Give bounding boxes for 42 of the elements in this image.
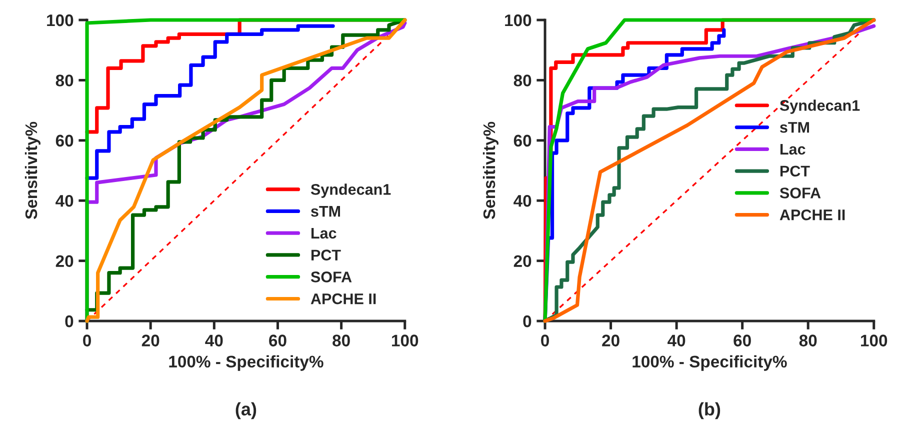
y-tick-label: 60 (514, 134, 532, 147)
x-tick-label: 80 (799, 334, 817, 346)
x-tick-label: 20 (142, 334, 160, 346)
x-tick-label: 40 (205, 334, 223, 346)
x-axis-title: 100% - Specificity% (632, 355, 787, 371)
y-tick-label: 100 (505, 14, 532, 26)
legend-label: APCHE II (310, 293, 376, 304)
y-tick-label: 60 (56, 134, 74, 147)
legend-label: APCHE II (780, 209, 845, 220)
y-axis-title: Sensitivity% (24, 122, 40, 220)
y-tick-label: 100 (47, 14, 74, 26)
legend-label: SOFA (780, 188, 821, 198)
x-tick-label: 60 (734, 334, 751, 346)
legend-label: sTM (310, 206, 340, 217)
y-axis-title: Sensitivity% (482, 122, 498, 220)
legend-label: Lac (780, 144, 806, 155)
legend-label: sTM (780, 122, 809, 133)
legend-label: Syndecan1 (780, 100, 860, 114)
x-tick-label: 100 (861, 334, 888, 346)
x-tick-label: 20 (602, 334, 620, 346)
x-tick-label: 100 (392, 334, 418, 346)
y-tick-label: 80 (514, 74, 532, 86)
y-tick-label: 0 (65, 315, 74, 328)
y-tick-label: 80 (56, 74, 74, 86)
x-tick-label: 80 (332, 334, 350, 346)
x-tick-label: 60 (269, 334, 286, 346)
x-tick-label: 0 (541, 334, 549, 346)
y-tick-label: 40 (514, 195, 532, 207)
legend-label: SOFA (310, 272, 352, 282)
y-tick-label: 0 (523, 315, 532, 328)
y-tick-label: 20 (56, 255, 74, 268)
text: (a) (236, 402, 256, 420)
legend-label: Syndecan1 (310, 184, 391, 198)
x-tick-label: 40 (668, 334, 686, 346)
x-tick-label: 0 (83, 334, 91, 346)
legend-label: PCT (780, 166, 810, 177)
y-tick-label: 20 (514, 255, 532, 268)
x-axis-title: 100% - Specificity% (169, 355, 324, 371)
text: (b) (698, 402, 720, 420)
y-tick-label: 40 (56, 195, 74, 207)
legend-label: PCT (311, 250, 341, 260)
legend-label: Lac (311, 228, 336, 239)
